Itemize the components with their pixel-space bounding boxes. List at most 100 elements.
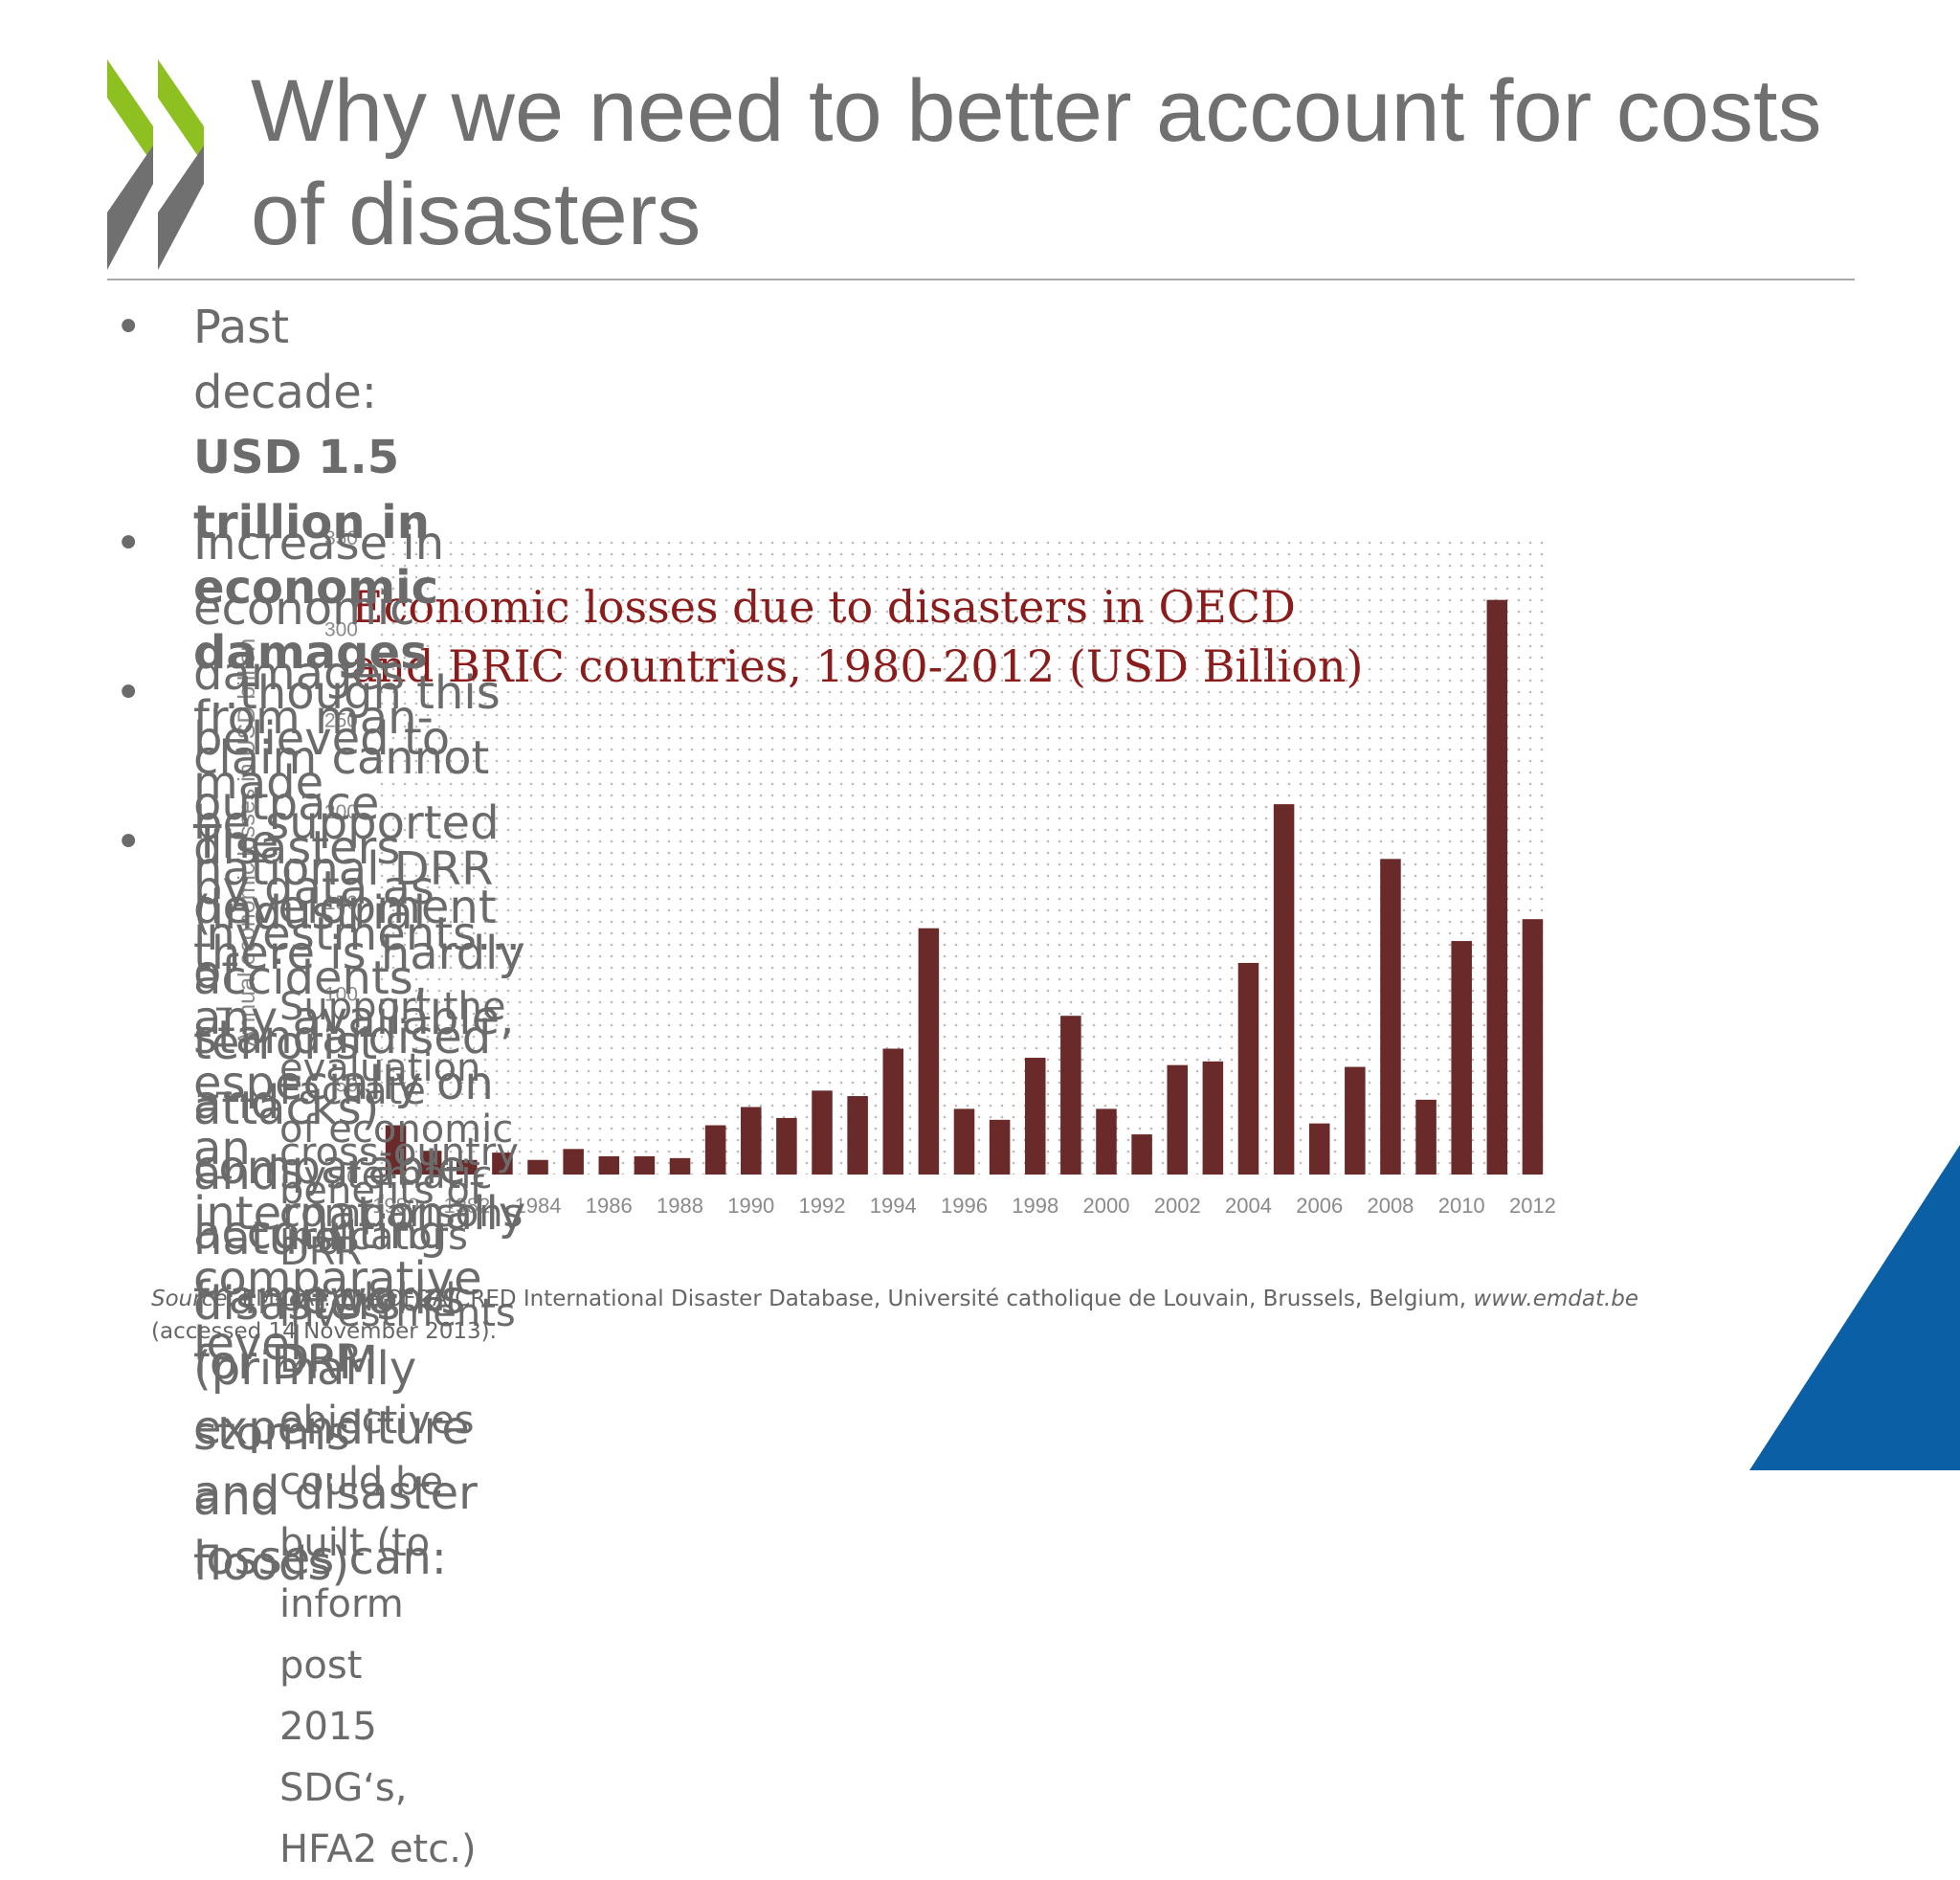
bullet-text-run: The development of standardised and comp… [193,816,497,1260]
x-tick-label: 2008 [1367,1194,1414,1218]
logo-gray-chevron-2 [158,145,204,270]
chart-title-line-1: Economic losses due to disasters in OECD [351,581,1296,633]
source-accessed: (accessed 14 November 2013). [151,1319,497,1344]
bullet-text: Increase in economic damages believed to… [193,511,521,967]
bullet-line: investments... [193,902,521,967]
y-tick-label: 200 [324,801,358,823]
source-text: : EM-DAT: The OFDA/CRED International Di… [227,1287,1474,1311]
bullet-line: The development of standardised and comp… [193,810,497,1265]
economic-losses-bar-chart: 0 50 100 150 200 250 300 350 1980 1982 1984 1986 19… [234,527,1556,1218]
bullet-dot-icon: • [115,301,143,354]
bar-1994 [882,1048,904,1175]
bullet-dot-icon: • [115,517,143,571]
bar-2008 [1380,859,1401,1175]
chart-y-axis-label: Annual economic losses in USD billion [234,638,260,1047]
bullet-dot-icon: • [115,816,143,869]
bar-1992 [812,1090,833,1175]
bullet-text-run: made disasters (industrial accidents, te… [193,756,429,1265]
bar-1988 [669,1157,691,1175]
bar-2004 [1237,962,1259,1175]
bar-2009 [1415,1099,1437,1175]
bar-1981 [420,1151,442,1175]
bullet-text-bold: USD 1.5 trillion in economic damages [193,431,439,680]
bar-1999 [1060,1016,1081,1175]
sub-bullet-line: 2015 SDG‘s, HFA2 etc.) [279,1705,477,1871]
bar-2010 [1451,941,1472,1175]
bullet-line: any available, especially on an internat… [193,986,525,1376]
x-tick-label: 1998 [1012,1194,1058,1218]
sub-bullet-line: Support the evaluation of economic benef… [279,985,516,1335]
logo-green-chevron-2 [158,59,204,165]
x-tick-label: 1988 [657,1194,703,1218]
slide-title: Why we need to better account for costs … [251,62,1822,263]
bullet-text-run: Increase in economic damages believed to… [193,517,494,896]
bar-1983 [492,1153,513,1175]
bar-2005 [1273,804,1295,1175]
oecd-chevron-logo [107,59,204,270]
bar-1997 [989,1119,1011,1175]
x-tick-label: 2002 [1154,1194,1201,1218]
bullet-text-run: investments... [193,907,521,961]
sub-bullet-dash-icon: – [214,985,234,1029]
bullet-line: Past decade: USD 1.5 trillion in economi… [193,295,438,750]
bullet-text: …though this claim cannot be supported b… [193,660,525,1376]
y-tick-label: 300 [324,618,358,640]
source-url[interactable]: www.emdat.be [1473,1287,1639,1311]
title-divider [107,279,1855,280]
bar-2007 [1345,1066,1366,1175]
x-tick-label: 2012 [1509,1194,1556,1218]
bar-1995 [918,928,940,1175]
chart-title-line-2: and BRIC countries, 1980-2012 (USD Billi… [351,640,1363,692]
bar-1998 [1024,1058,1046,1175]
bullet-line: Increase in economic damages believed to… [193,511,521,902]
bullet-dot-icon: • [115,666,143,720]
x-tick-label: 1990 [727,1194,774,1218]
source-note: Source: EM-DAT: The OFDA/CRED Internatio… [151,1283,1778,1348]
bar-1987 [634,1155,656,1175]
logo-green-chevron-1 [107,59,153,165]
y-tick-label: 50 [336,1075,358,1097]
bar-2006 [1308,1123,1330,1175]
bar-2012 [1522,919,1544,1175]
sub-bullet-text: Facliate cross-ountry comparisons [279,1061,523,1244]
y-tick-label: 350 [324,527,358,549]
x-tick-label: 1992 [799,1194,846,1218]
bar-1985 [563,1149,584,1175]
sub-bullet-line: Systematic indicators on global DRR obje… [279,1153,493,1688]
bar-1982 [457,1159,478,1175]
bar-1984 [527,1159,548,1175]
bullet-text-run: from man- [193,691,434,745]
logo-gray-chevron-1 [107,145,153,270]
bar-2003 [1202,1061,1224,1175]
bullet-line: made disasters (industrial accidents, te… [193,750,438,1271]
x-tick-label: 1994 [870,1194,917,1218]
bar-1980 [385,1125,407,1175]
bar-2001 [1131,1134,1152,1175]
bar-2002 [1167,1064,1188,1175]
x-tick-label: 2000 [1083,1194,1130,1218]
y-tick-label: 0 [346,1166,358,1188]
corner-blue-triangle [1749,1145,1960,1470]
bar-1986 [598,1155,620,1175]
sub-bullet-dash-icon: – [214,1153,234,1197]
bar-2000 [1096,1108,1117,1175]
bar-1996 [953,1108,975,1175]
bullet-line: …though this claim cannot be supported b… [193,660,525,986]
bullet-text-run: any available, especially on an internat… [193,992,526,1371]
bar-2011 [1486,599,1508,1175]
bar-1993 [847,1096,868,1175]
y-tick-label: 250 [324,710,358,732]
x-tick-label: 1980 [372,1194,419,1218]
y-tick-label: 100 [324,983,358,1005]
y-tick-label: 150 [324,892,358,914]
x-tick-label: 1984 [515,1194,562,1218]
bar-1989 [704,1125,726,1175]
x-tick-label: 1996 [941,1194,988,1218]
x-tick-label: 2010 [1438,1194,1485,1218]
x-tick-label: 2006 [1296,1194,1343,1218]
x-tick-label: 2004 [1225,1194,1272,1218]
bar-1991 [776,1117,797,1175]
sub-bullet-dash-icon: – [214,1069,234,1113]
bar-1990 [741,1107,762,1175]
bullet-text-run: …though this claim cannot be supported b… [193,666,525,980]
